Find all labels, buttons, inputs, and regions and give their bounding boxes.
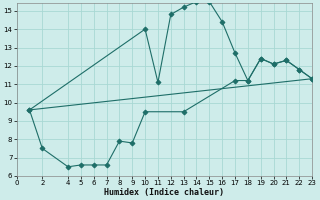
- X-axis label: Humidex (Indice chaleur): Humidex (Indice chaleur): [104, 188, 224, 197]
